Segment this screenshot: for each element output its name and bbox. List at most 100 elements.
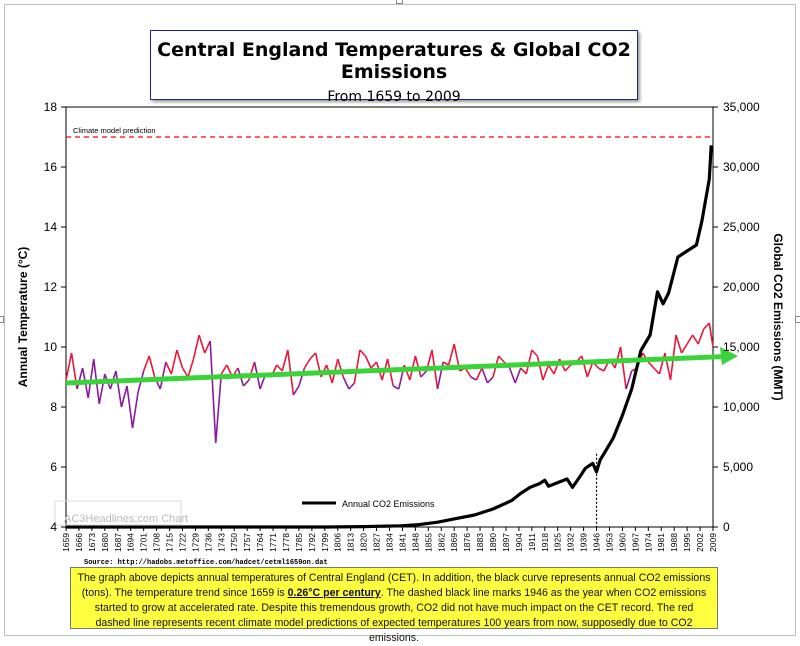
temp-segment <box>392 385 400 390</box>
temp-segment <box>303 358 311 369</box>
temp-segment <box>309 352 317 360</box>
x-tick-label: 1729 <box>190 533 200 552</box>
x-tick-label: 1834 <box>385 533 395 552</box>
temp-segment <box>159 361 167 390</box>
temp-segment <box>76 367 84 390</box>
temp-segment <box>625 370 633 390</box>
chart-title-box: Central England Temperatures & Global CO… <box>150 30 638 105</box>
temp-segment <box>619 346 627 390</box>
temp-segment <box>481 367 489 384</box>
temp-segment <box>542 364 550 381</box>
y-tick-label: 16 <box>44 160 58 174</box>
x-tick-label: 1666 <box>74 533 84 552</box>
x-tick-label: 1995 <box>682 533 692 552</box>
temp-segment <box>131 391 139 429</box>
legend-label-co2: Annual CO2 Emissions <box>342 499 435 509</box>
resize-handle-left[interactable] <box>0 316 4 323</box>
x-tick-label: 1890 <box>488 533 498 552</box>
y2-axis-title: Global CO2 Emissions (MMT) <box>771 233 785 400</box>
y-tick-label: 14 <box>44 220 58 234</box>
x-tick-label: 1694 <box>126 533 136 552</box>
x-tick-label: 1876 <box>462 533 472 552</box>
temp-segment <box>220 364 228 375</box>
y-tick-label: 12 <box>44 280 58 294</box>
note-emphasis: 0.26°C per century <box>287 587 381 599</box>
temp-segment <box>680 343 688 354</box>
temp-segment <box>359 349 367 357</box>
temp-segment <box>647 361 655 369</box>
x-tick-label: 1799 <box>320 533 330 552</box>
temp-segment <box>281 349 289 372</box>
x-tick-label: 1792 <box>307 533 317 552</box>
x-tick-label: 1827 <box>372 533 382 552</box>
trend-line <box>65 354 725 386</box>
x-tick-label: 1869 <box>449 533 459 552</box>
y-tick-label: 4 <box>50 520 57 534</box>
temp-segment <box>342 376 350 390</box>
y2-tick-label: 10,000 <box>723 400 760 414</box>
resize-handle-right[interactable] <box>795 316 800 323</box>
temp-segment <box>598 367 605 372</box>
x-tick-label: 1785 <box>294 533 304 552</box>
y-tick-label: 8 <box>50 400 57 414</box>
temp-segment <box>486 376 494 384</box>
x-tick-label: 1918 <box>540 533 550 552</box>
y2-tick-label: 20,000 <box>723 280 760 294</box>
y2-tick-label: 0 <box>723 520 730 534</box>
temp-segment <box>697 328 705 345</box>
x-tick-label: 1778 <box>281 533 291 552</box>
y-tick-label: 6 <box>50 460 57 474</box>
temp-segment <box>165 361 173 375</box>
x-tick-label: 1659 <box>61 533 71 552</box>
temp-segment <box>514 367 522 384</box>
resize-handle-top[interactable] <box>396 0 403 4</box>
x-tick-label: 1967 <box>630 533 640 552</box>
temp-segment <box>675 334 683 354</box>
x-tick-label: 1757 <box>242 533 252 552</box>
explanation-note: The graph above depicts annual temperatu… <box>70 567 718 644</box>
temp-segment <box>214 373 223 444</box>
x-tick-label: 1736 <box>203 533 213 552</box>
temp-segment <box>614 346 622 369</box>
x-tick-label: 1904 <box>514 533 524 552</box>
y2-tick-label: 30,000 <box>723 160 760 174</box>
temp-segment <box>87 358 95 399</box>
y-axis-title: Annual Temperature (°C) <box>16 247 30 388</box>
temp-segment <box>242 379 250 387</box>
x-tick-label: 1701 <box>139 533 149 552</box>
chart-title: Central England Temperatures & Global CO… <box>157 39 631 83</box>
temp-segment <box>447 343 455 366</box>
temp-segment <box>464 367 472 378</box>
x-tick-label: 1722 <box>177 533 187 552</box>
temp-segment <box>708 322 714 348</box>
temp-segment <box>531 349 538 357</box>
x-tick-label: 2002 <box>695 533 705 552</box>
x-tick-label: 1813 <box>346 533 356 552</box>
x-tick-label: 1715 <box>165 533 175 552</box>
x-tick-label: 1820 <box>359 533 369 552</box>
temp-segment <box>142 355 150 372</box>
temp-segment <box>276 364 283 372</box>
temp-segment <box>686 334 694 345</box>
co2-curve <box>66 145 713 529</box>
y2-tick-label: 25,000 <box>723 220 760 234</box>
temp-segment <box>348 382 355 390</box>
chart-subtitle: From 1659 to 2009 <box>327 89 461 105</box>
temp-segment <box>181 367 189 378</box>
temp-segment <box>370 361 378 369</box>
temp-segment <box>564 364 572 372</box>
temp-segment <box>547 364 555 375</box>
temp-segment <box>292 385 300 396</box>
y-tick-label: 18 <box>44 100 58 114</box>
temp-segment <box>475 367 483 381</box>
temp-segment <box>386 358 394 387</box>
overlays: Climate model prediction Annual CO2 Emiss… <box>54 126 738 567</box>
temp-segment <box>192 334 200 360</box>
plot-area <box>65 106 714 528</box>
x-tick-label: 1911 <box>527 533 537 552</box>
x-tick-label: 1953 <box>604 533 614 552</box>
temp-segment <box>420 370 428 378</box>
temp-segment <box>703 322 710 330</box>
y2-tick-label: 5,000 <box>723 460 753 474</box>
